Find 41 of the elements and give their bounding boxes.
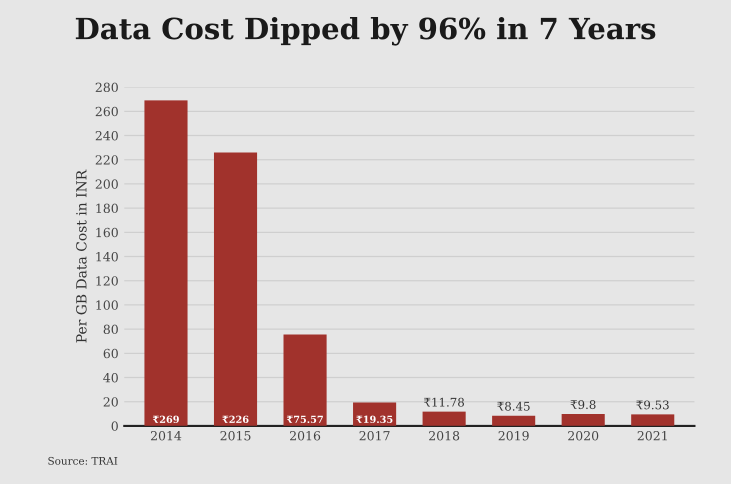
data-label: ₹75.57 [286, 416, 323, 424]
y-axis-title: Per GB Data Cost in INR [76, 169, 87, 342]
y-tick-label: 0 [112, 421, 118, 431]
data-label: ₹11.78 [424, 398, 464, 407]
y-tick-label: 140 [96, 252, 118, 262]
data-label: ₹226 [222, 416, 249, 424]
x-tick-label: 2016 [290, 431, 320, 440]
y-tick-label: 180 [96, 204, 118, 214]
data-label: ₹19.35 [356, 416, 392, 424]
y-tick-label: 60 [104, 348, 118, 358]
bar [631, 414, 674, 426]
x-tick-label: 2019 [498, 431, 529, 440]
data-label: ₹8.45 [497, 402, 530, 411]
y-tick-label: 200 [96, 179, 118, 189]
bar [284, 334, 327, 426]
y-tick-label: 220 [96, 155, 118, 165]
bar [562, 414, 605, 426]
bar [144, 100, 188, 426]
data-label: ₹9.8 [570, 400, 596, 410]
y-tick-label: 240 [96, 130, 118, 140]
y-tick-label: 20 [104, 397, 118, 407]
y-tick-label: 260 [96, 106, 118, 116]
x-tick-label: 2017 [360, 431, 390, 440]
x-tick-label: 2018 [429, 431, 460, 440]
y-tick-label: 40 [103, 372, 118, 382]
y-tick-label: 280 [96, 82, 118, 92]
source-note: Source: TRAI [48, 456, 118, 465]
y-tick-label: 160 [96, 228, 118, 238]
bar [214, 152, 258, 426]
y-tick-label: 120 [96, 276, 118, 286]
x-tick-label: 2020 [568, 431, 598, 440]
x-tick-label: 2015 [220, 431, 250, 440]
data-label: ₹269 [152, 416, 179, 424]
y-tick-label: 80 [104, 324, 118, 334]
bar [422, 412, 466, 426]
x-tick-label: 2021 [638, 431, 667, 440]
data-label: ₹9.53 [636, 400, 669, 410]
chart-title: Data Cost Dipped by 96% in 7 Years [76, 16, 656, 46]
x-tick-label: 2014 [150, 431, 182, 440]
y-tick-label: 100 [96, 300, 118, 310]
bar [492, 416, 536, 426]
